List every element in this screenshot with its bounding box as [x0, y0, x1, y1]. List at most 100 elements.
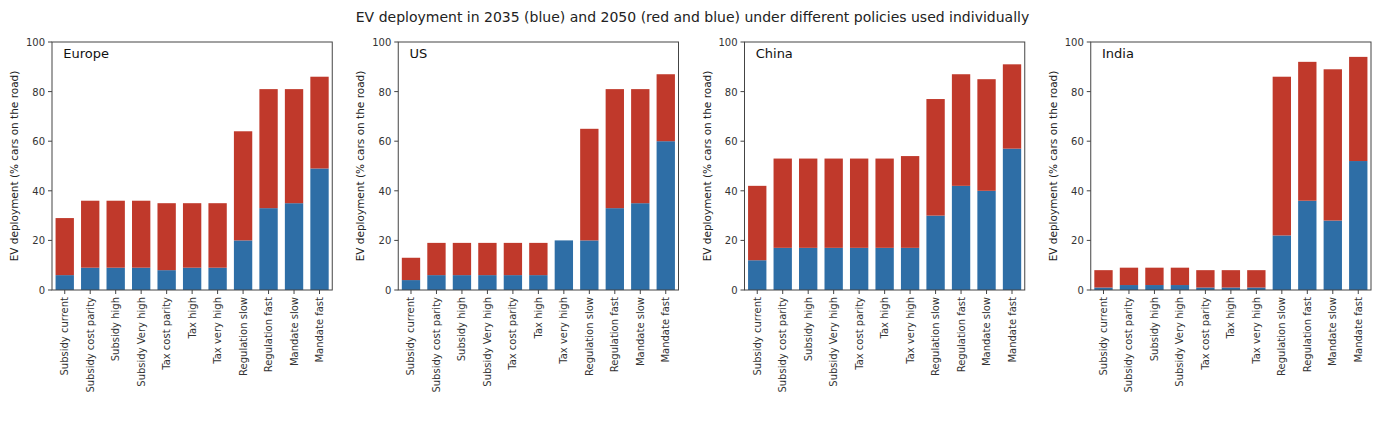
plot-frame: [1091, 42, 1371, 290]
bar: [107, 268, 125, 290]
y-tick: [394, 141, 398, 142]
x-tick-label: Tax very high: [1251, 297, 1262, 365]
x-tick: [935, 290, 936, 294]
x-tick-label: Tax cost parity: [507, 297, 518, 371]
bar: [183, 268, 201, 290]
x-tick-label: Subsidy high: [456, 297, 467, 361]
bar: [606, 208, 624, 290]
x-tick: [1012, 290, 1013, 294]
bar: [657, 74, 675, 141]
bar: [774, 159, 792, 248]
y-tick-label: 20: [1071, 235, 1084, 246]
bar: [1145, 268, 1163, 285]
bar: [824, 159, 842, 248]
x-tick-label: Subsidy current: [59, 297, 70, 376]
x-tick-label: Mandate fast: [1353, 297, 1364, 363]
x-tick-label: Regulation slow: [1276, 297, 1287, 376]
x-tick-label: Subsidy high: [110, 297, 121, 361]
y-tick: [48, 290, 52, 291]
x-tick-label: Tax high: [187, 297, 198, 339]
x-tick-label: Subsidy cost parity: [777, 297, 788, 393]
x-tick: [294, 290, 295, 294]
x-tick-label: Subsidy current: [405, 297, 416, 376]
x-tick-label: Subsidy cost parity: [1123, 297, 1134, 393]
bar: [1324, 69, 1342, 220]
y-tick-label: 40: [379, 186, 392, 197]
x-tick: [614, 290, 615, 294]
bar: [183, 203, 201, 267]
bar: [1003, 149, 1021, 290]
x-tick-label: Mandate slow: [635, 297, 646, 366]
x-tick: [833, 290, 834, 294]
bar: [1349, 161, 1367, 290]
x-tick: [665, 290, 666, 294]
bar: [977, 191, 995, 290]
x-tick-label: Subsidy cost parity: [85, 297, 96, 393]
x-tick: [1332, 290, 1333, 294]
bar: [1171, 268, 1189, 285]
x-tick-label: Tax very high: [905, 297, 916, 365]
x-tick-label: Regulation fast: [609, 297, 620, 372]
bar: [657, 141, 675, 290]
plot-frame: [398, 42, 678, 290]
panel-title: US: [409, 46, 427, 61]
bar: [259, 89, 277, 208]
y-tick: [394, 42, 398, 43]
x-tick: [1256, 290, 1257, 294]
bar: [748, 260, 766, 290]
panel: 020406080100EV deployment (% cars on the…: [1047, 37, 1371, 393]
y-tick: [741, 42, 745, 43]
bar: [107, 201, 125, 268]
bar: [580, 129, 598, 241]
y-tick-label: 20: [725, 235, 738, 246]
bar: [285, 89, 303, 203]
y-tick-label: 40: [725, 186, 738, 197]
y-tick: [741, 240, 745, 241]
x-tick: [1230, 290, 1231, 294]
x-tick-label: Tax very high: [212, 297, 223, 365]
x-tick-label: Subsidy Very high: [136, 297, 147, 387]
x-tick: [1358, 290, 1359, 294]
y-tick-label: 80: [379, 87, 392, 98]
x-tick: [563, 290, 564, 294]
bar: [952, 186, 970, 290]
x-tick: [884, 290, 885, 294]
bar: [453, 275, 471, 290]
y-tick-label: 40: [1071, 186, 1084, 197]
title: EV deployment in 2035 (blue) and 2050 (r…: [356, 9, 1029, 25]
y-tick: [741, 190, 745, 191]
y-tick-label: 20: [32, 235, 45, 246]
y-tick-label: 0: [1077, 285, 1083, 296]
bar: [310, 168, 328, 290]
bar: [478, 275, 496, 290]
x-tick-label: Mandate slow: [981, 297, 992, 366]
panel: 020406080100EV deployment (% cars on the…: [354, 37, 678, 393]
x-tick-label: Mandate fast: [314, 297, 325, 363]
y-tick-label: 60: [379, 136, 392, 147]
bar: [555, 240, 573, 241]
bar: [631, 203, 649, 290]
x-tick-label: Subsidy Very high: [482, 297, 493, 387]
y-tick: [48, 42, 52, 43]
y-tick: [394, 240, 398, 241]
x-tick-label: Regulation fast: [956, 297, 967, 372]
x-tick: [115, 290, 116, 294]
y-tick-label: 80: [725, 87, 738, 98]
bar: [901, 248, 919, 290]
x-tick: [782, 290, 783, 294]
bar: [157, 270, 175, 290]
y-tick: [741, 91, 745, 92]
y-tick: [741, 290, 745, 291]
x-tick: [538, 290, 539, 294]
panel-title: China: [756, 46, 793, 61]
y-tick: [48, 141, 52, 142]
plot-frame: [745, 42, 1025, 290]
x-tick: [217, 290, 218, 294]
x-tick: [986, 290, 987, 294]
panel-title: Europe: [63, 46, 109, 61]
x-tick: [90, 290, 91, 294]
x-tick-label: Regulation slow: [238, 297, 249, 376]
y-tick: [1087, 91, 1091, 92]
x-tick-label: Subsidy cost parity: [431, 297, 442, 393]
y-tick-label: 100: [1065, 37, 1084, 48]
